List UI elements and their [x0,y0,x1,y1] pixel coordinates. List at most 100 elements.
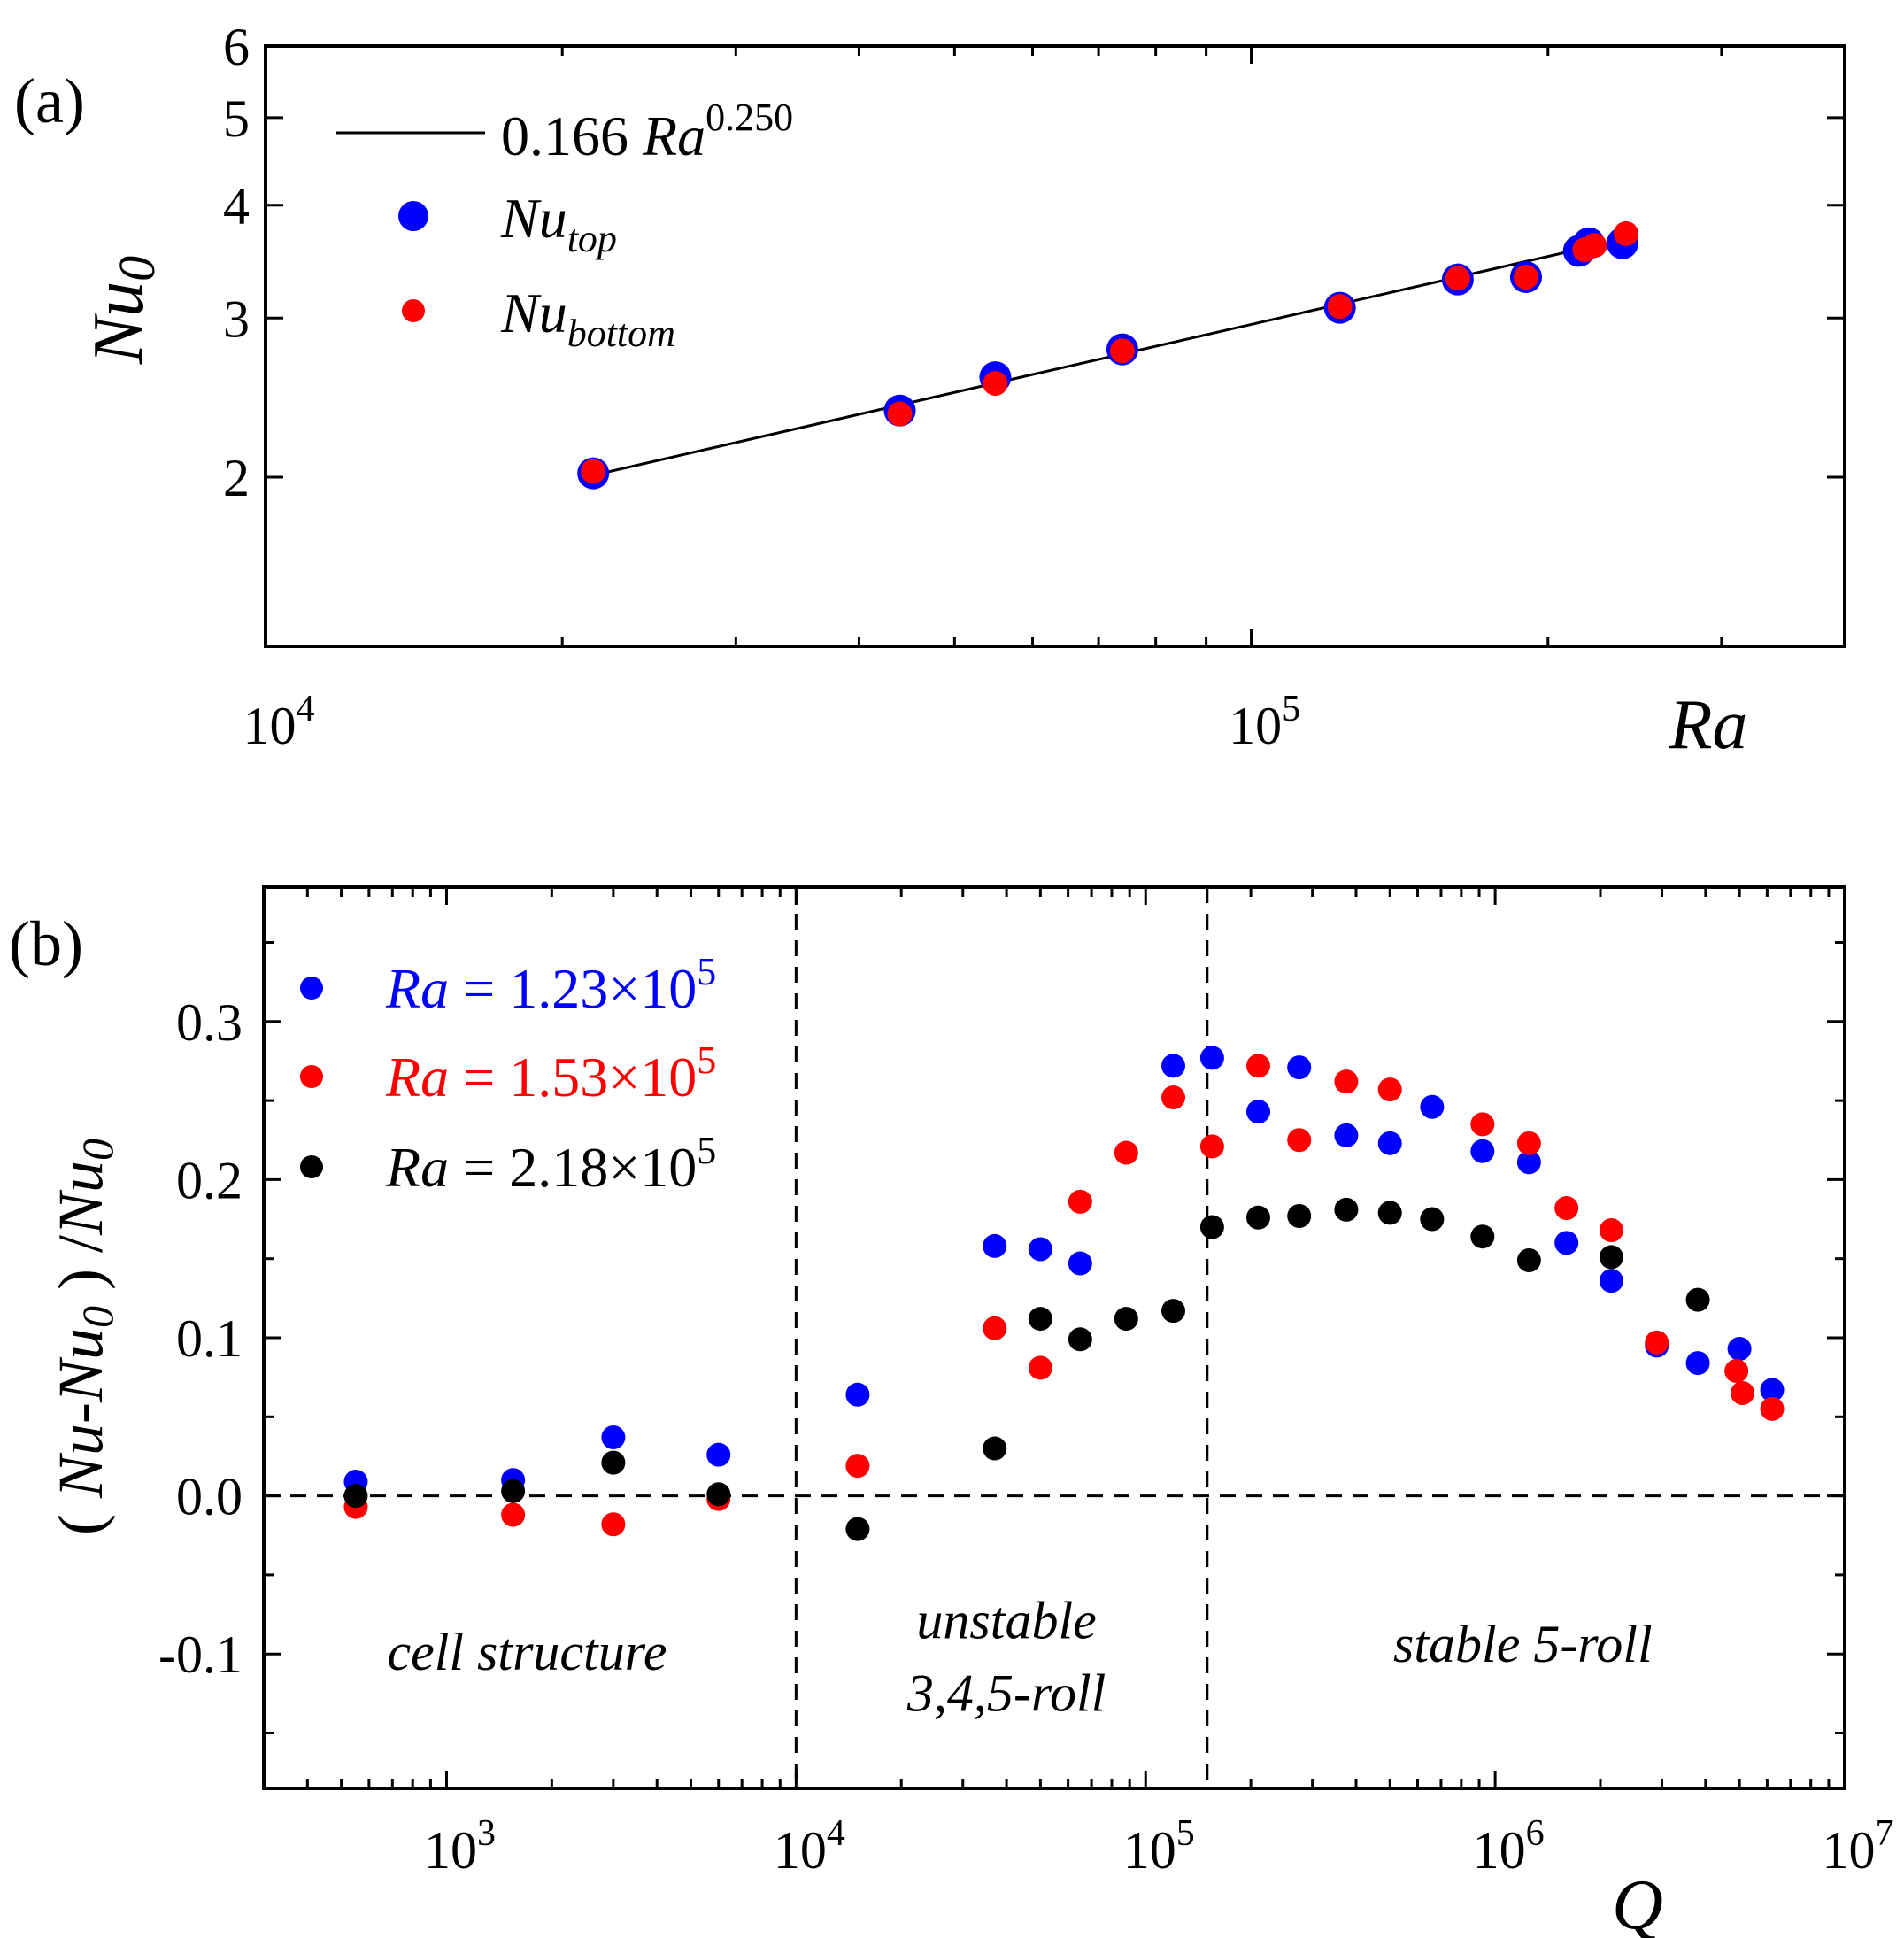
x-tick-label: 104 [243,689,315,755]
panel-a-y-ticks [266,44,1845,479]
panel-b-x-tick-labels: 103 104 105 106 107 [424,1813,1894,1880]
panel-b-region-labels: cell structure unstable 3,4,5-roll stable 5… [387,1591,1652,1722]
ra-2-18e5-point [1420,1207,1445,1232]
x-tick-label-base: 10 [1823,1821,1876,1880]
y-label-open-paren: ( [45,1498,116,1535]
y-label-slash: / [45,1235,116,1269]
x-tick-label-base: 10 [1229,697,1282,755]
ra-2-18e5-point [1161,1299,1186,1324]
x-tick-label-exp: 5 [1176,1813,1195,1854]
ra-1-53e5-point [601,1512,626,1537]
legend-fit-exp: 0.250 [705,96,793,139]
ra-1-23e5-point [601,1425,626,1450]
nu-bottom-point [1327,294,1353,320]
ra-2-18e5-point [1470,1224,1495,1249]
panel-a-frame [264,44,1846,648]
ra-2-18e5-point [343,1484,368,1509]
panel-a-x-ticks [264,46,1846,646]
y-tick-label: 6 [223,18,250,76]
panel-b-y-tick-labels: -0.1 0.0 0.1 0.2 0.3 [158,993,243,1684]
y-tick-label: 0.3 [176,993,243,1052]
ra-2-18e5-point [1685,1287,1710,1312]
ra-1-53e5-point [1599,1218,1623,1243]
ra-2-18e5-point [1334,1197,1359,1222]
ra-1-23e5-point [1068,1251,1092,1276]
ra-1-53e5-point [1068,1189,1092,1214]
panel-b: (b) 103 104 105 106 107 -0.10.00.10.20.3 cel… [9,885,1894,1938]
x-tick-label-exp: 3 [477,1813,496,1854]
nu-bottom-point [581,459,606,484]
legend-nu-top-sub: top [567,217,617,260]
ra-1-23e5-point [1685,1351,1710,1376]
ra-1-23e5-point [1334,1123,1359,1147]
ra-1-53e5-point [1760,1396,1785,1421]
x-tick-label: 107 [1823,1813,1894,1880]
panel-b-y-ticks [264,941,1845,1734]
ra-2-18e5-point [601,1450,626,1475]
y-label-sub-b: 0 [73,1139,122,1161]
ra-1-53e5-point [983,1316,1007,1340]
legend-nu-bottom-sub: bottom [567,312,675,355]
legend-nu-top-base: Nu [500,187,567,250]
nu-bottom-point [887,401,913,427]
x-tick-label-base: 10 [243,697,297,755]
legend-fit-label: 0.166 Ra0.250 [501,96,793,167]
legend-ra153-text: = 1.53×10 [449,1046,697,1108]
region-label: stable 5-roll [1393,1615,1653,1673]
legend-nu-top-label: Nutop [500,187,617,260]
panel-b-x-axis-label: Q [1612,1866,1663,1938]
ra-2-18e5-point [1028,1307,1052,1332]
ra-1-53e5-point [501,1502,526,1527]
ra-1-23e5-point [1161,1054,1186,1078]
ra-1-53e5-point [1334,1069,1359,1094]
nu-bottom-point [1513,265,1538,290]
legend-nu-top-marker [398,201,428,231]
x-tick-label: 105 [1123,1813,1195,1880]
panel-a-legend: 0.166 Ra0.250 Nutop Nu bottom [336,96,793,355]
ra-1-23e5-point [1516,1150,1541,1175]
ra-1-53e5-point [845,1454,870,1479]
ra-2-18e5-point [1377,1201,1402,1225]
ra-2-18e5-point [1287,1203,1312,1228]
ra-1-23e5-point [1199,1046,1224,1070]
ra-1-53e5-point [1731,1381,1755,1406]
region-label: 3,4,5-roll [906,1664,1106,1722]
x-tick-label: 105 [1229,689,1300,755]
ra-1-53e5-point [1028,1355,1052,1380]
ra-2-18e5-point [845,1517,870,1541]
y-label-minus: - [45,1402,116,1424]
ra-1-23e5-point [1727,1337,1752,1362]
panel-a-label: (a) [14,66,85,136]
legend-nu-bottom-marker [402,299,425,322]
nu-bottom-point [1445,266,1470,291]
x-tick-label-exp: 4 [827,1813,845,1854]
y-tick-label: -0.1 [158,1625,243,1684]
x-tick-label: 106 [1473,1813,1545,1880]
x-tick-label-exp: 6 [1526,1813,1545,1854]
legend-ra123-var: Ra [385,957,449,1020]
panel-a-y-label-sub: 0 [108,256,166,282]
x-tick-label: 103 [424,1813,496,1880]
ra-1-53e5-point [1645,1330,1669,1355]
legend-ra153-marker [300,1065,323,1088]
ra-1-23e5-point [1760,1378,1785,1402]
panel-b-label: (b) [9,908,83,979]
ra-1-53e5-point [1287,1128,1312,1153]
legend-ra123-label: Ra = 1.23×105 [385,950,716,1020]
legend-ra218-exp: 5 [697,1129,716,1172]
x-tick-label-base: 10 [1473,1821,1526,1880]
y-tick-label: 5 [223,89,250,148]
ra-1-53e5-point [1724,1359,1749,1384]
legend-ra153-label: Ra = 1.53×105 [385,1038,716,1108]
ra-1-53e5-point [1470,1112,1495,1137]
legend-ra153-var: Ra [385,1046,449,1108]
ra-1-53e5-point [1161,1085,1186,1110]
ra-1-23e5-point [983,1233,1007,1258]
ra-1-53e5-point [1114,1140,1138,1165]
y-label-nu-b: Nu [45,1328,116,1403]
panel-a-y-axis-label: Nu0 [80,256,166,365]
ra-2-18e5-point [1245,1205,1270,1230]
fit-line [592,242,1605,477]
ra-1-23e5-point [1245,1100,1270,1124]
